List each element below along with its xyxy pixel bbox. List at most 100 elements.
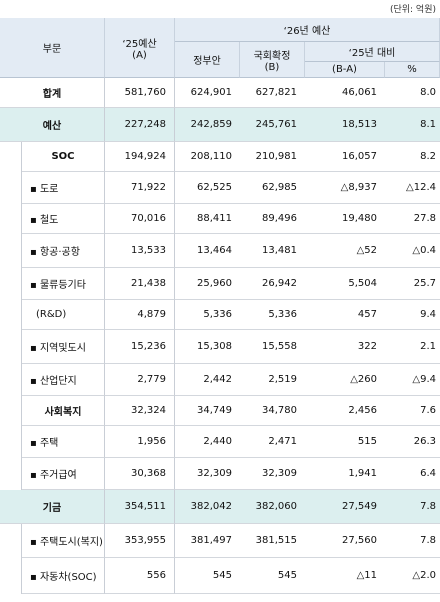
value-text: 7.8 [420,501,436,512]
value-text: 581,760 [124,87,166,98]
value-text: 2.1 [420,341,436,352]
value-cell: 70,016 [105,204,175,234]
indent-cell [0,524,22,558]
value-text: 7.8 [420,535,436,546]
value-text: △8,937 [340,182,377,193]
value-text: 457 [357,309,377,320]
header-cell: ‘25년 대비 [305,42,440,62]
value-cell: 2,440 [175,426,240,458]
value-text: 9.4 [420,309,436,320]
value-text: 194,924 [124,151,166,162]
row-label: ▪ 주거급여 [22,458,105,490]
header-cell: (B-A) [305,62,385,78]
value-cell: 7.8 [385,524,440,558]
row-label: ▪ 주택도시(복지) [22,524,105,558]
value-text: 242,859 [190,119,232,130]
value-text: 2,779 [137,374,166,385]
indent-cell [0,426,22,458]
value-cell: 194,924 [105,142,175,172]
value-cell: 30,368 [105,458,175,490]
row-label: ▪ 자동차(SOC) [22,558,105,594]
value-cell: 8.2 [385,142,440,172]
value-text: 5,336 [268,309,297,320]
value-cell: 2,471 [240,426,305,458]
value-text: 208,110 [190,151,232,162]
value-text: 70,016 [131,213,166,224]
value-text: 4,879 [137,309,166,320]
value-text: 1,956 [137,436,166,447]
value-cell: 457 [305,300,385,330]
value-text: 13,481 [262,245,297,256]
value-cell: 7.6 [385,396,440,426]
value-text: 381,497 [190,535,232,546]
value-text: 13,464 [197,245,232,256]
value-cell: 15,236 [105,330,175,364]
header-cell: 국회확정 (B) [240,42,305,78]
value-cell: 5,504 [305,268,385,300]
row-label: ▪ 물류등기타 [22,268,105,300]
indent-cell [0,558,22,594]
header-cell: % [385,62,440,78]
label-text: ▪ 항공·공항 [30,247,80,258]
row-label: ▪ 철도 [22,204,105,234]
value-text: △52 [356,245,377,256]
value-text: 34,749 [197,405,232,416]
value-text: 89,496 [262,213,297,224]
value-text: 545 [212,570,232,581]
value-cell: 210,981 [240,142,305,172]
value-text: 2,442 [203,374,232,385]
value-cell: 18,513 [305,108,385,142]
value-cell: 627,821 [240,78,305,108]
value-text: 15,236 [131,341,166,352]
value-cell: 208,110 [175,142,240,172]
value-text: △0.4 [412,245,436,256]
label-text: ▪ 주택도시(복지) [30,537,103,548]
label-text: ▪ 자동차(SOC) [30,572,97,583]
value-cell: 515 [305,426,385,458]
value-text: 6.4 [420,468,436,479]
value-text: 8.2 [420,151,436,162]
value-text: 322 [357,341,377,352]
value-cell: 62,525 [175,172,240,204]
value-cell: 2,519 [240,364,305,396]
label-text: ▪ 산업단지 [30,376,77,387]
value-cell: 1,941 [305,458,385,490]
row-label: ▪ 도로 [22,172,105,204]
value-text: 624,901 [190,87,232,98]
label-text: ▪ 주택 [30,438,59,449]
value-text: 2,471 [268,436,297,447]
value-cell: 71,922 [105,172,175,204]
indent-cell [0,142,22,172]
value-cell: 27,560 [305,524,385,558]
value-text: 62,525 [197,182,232,193]
value-text: 1,941 [348,468,377,479]
value-cell: 13,481 [240,234,305,268]
value-text: 27.8 [413,213,436,224]
value-text: 515 [357,436,377,447]
value-cell: 32,324 [105,396,175,426]
value-cell: 27,549 [305,490,385,524]
value-text: △11 [356,570,377,581]
value-text: 381,515 [255,535,297,546]
value-cell: 26.3 [385,426,440,458]
value-text: 5,504 [348,278,377,289]
value-text: 627,821 [255,87,297,98]
row-label: 사회복지 [22,396,105,426]
value-cell: 21,438 [105,268,175,300]
value-text: 25.7 [413,278,436,289]
indent-cell [0,204,22,234]
indent-cell [0,172,22,204]
value-cell: 2,456 [305,396,385,426]
value-cell: △9.4 [385,364,440,396]
value-cell: 227,248 [105,108,175,142]
value-cell: 382,060 [240,490,305,524]
value-text: 27,549 [342,501,377,512]
value-cell: 381,497 [175,524,240,558]
value-text: 382,042 [190,501,232,512]
value-cell: △52 [305,234,385,268]
row-label: ▪ 지역및도시 [22,330,105,364]
indent-cell [0,234,22,268]
value-text: △12.4 [406,182,436,193]
row-label: 합계 [0,78,105,108]
value-cell: 322 [305,330,385,364]
